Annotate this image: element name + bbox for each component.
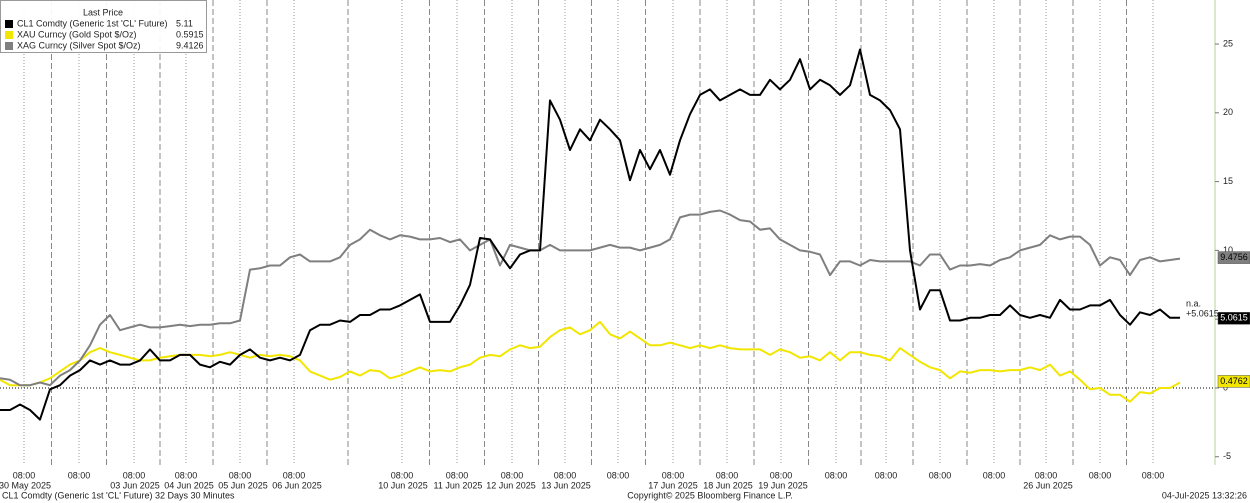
date-tick-label: 06 Jun 2025 <box>272 480 322 490</box>
footer-left: CL1 Comdty (Generic 1st 'CL' Future) 32 … <box>2 490 235 500</box>
series-line <box>0 209 1181 387</box>
date-tick-label: 26 Jun 2025 <box>1023 480 1073 490</box>
value-tag <box>1217 375 1250 388</box>
legend-swatch <box>5 31 13 39</box>
x-tick-label: 08:00 <box>283 470 306 480</box>
legend-title: Last Price <box>83 7 123 17</box>
x-tick-label: 08:00 <box>662 470 685 480</box>
x-tick-label: 08:00 <box>875 470 898 480</box>
y-tick-label: 15 <box>1223 176 1233 186</box>
series-line <box>0 48 1180 421</box>
series-line <box>0 320 1181 403</box>
date-tick-label: 11 Jun 2025 <box>434 480 483 490</box>
x-tick-label: 08:00 <box>1035 470 1058 480</box>
legend-value: 0.5915 <box>176 29 204 39</box>
x-tick-label: 08:00 <box>770 470 793 480</box>
legend-value: 5.11 <box>176 18 193 28</box>
legend-swatch <box>5 42 13 50</box>
date-tick-label: 03 Jun 2025 <box>110 480 160 490</box>
x-tick-label: 08:00 <box>175 470 198 480</box>
x-tick-label: 08:00 <box>607 470 630 480</box>
legend-label: XAU Curncy (Gold Spot $/Oz) <box>17 29 137 39</box>
footer-center: Copyright© 2025 Bloomberg Finance L.P. <box>627 490 793 500</box>
legend: Last Price CL1 Comdty (Generic 1st 'CL' … <box>0 0 207 53</box>
x-tick-label: 08:00 <box>68 470 91 480</box>
value-tag-label: 5.0615 <box>1220 313 1248 323</box>
lines <box>0 48 1181 421</box>
value-tag-label: 0.4762 <box>1220 376 1248 386</box>
y-tick-label: -5 <box>1223 451 1231 461</box>
value-tag-label: 9.4756 <box>1220 252 1248 262</box>
legend-swatch <box>5 20 13 28</box>
date-tick-label: 12 Jun 2025 <box>486 480 536 490</box>
date-tick-label: 04 Jun 2025 <box>164 480 214 490</box>
x-tick-label: 08:00 <box>716 470 739 480</box>
x-tick-label: 08:00 <box>391 470 414 480</box>
x-tick-label: 08:00 <box>229 470 252 480</box>
date-tick-label: 19 Jun 2025 <box>758 480 808 490</box>
y-tick-label: 10 <box>1223 245 1233 255</box>
value-tag <box>1217 312 1250 325</box>
date-tick-label: 30 May 2025 <box>0 480 51 490</box>
footer-right: 04-Jul-2025 13:32:26 <box>1162 490 1247 500</box>
x-tick-label: 08:00 <box>13 470 36 480</box>
x-tick-label: 08:00 <box>929 470 952 480</box>
x-tick-label: 08:00 <box>825 470 848 480</box>
value-tag <box>1217 251 1250 264</box>
annotation: +5.0615 <box>1186 308 1219 318</box>
date-tick-label: 17 Jun 2025 <box>648 480 698 490</box>
y-tick-label: 20 <box>1223 107 1233 117</box>
date-tick-label: 18 Jun 2025 <box>703 480 753 490</box>
x-tick-label: 08:00 <box>1089 470 1112 480</box>
x-tick-label: 08:00 <box>446 470 469 480</box>
legend-box <box>0 0 207 53</box>
legend-label: XAG Curncy (Silver Spot $/Oz) <box>17 40 141 50</box>
x-tick-label: 08:00 <box>1142 470 1165 480</box>
axis: 08:00 08:00 08:00 08:00 08:00 08:00 08:00 08:00… <box>0 0 1250 490</box>
y-tick-label: 25 <box>1223 38 1233 48</box>
legend-label: CL1 Comdty (Generic 1st 'CL' Future) <box>17 18 168 28</box>
grid <box>0 0 1215 465</box>
date-tick-label: 13 Jun 2025 <box>541 480 591 490</box>
x-tick-label: 08:00 <box>554 470 577 480</box>
x-tick-label: 08:00 <box>123 470 146 480</box>
date-tick-label: 10 Jun 2025 <box>378 480 428 490</box>
x-tick-label: 08:00 <box>983 470 1006 480</box>
x-tick-label: 08:00 <box>501 470 524 480</box>
legend-value: 9.4126 <box>176 40 204 50</box>
date-tick-label: 05 Jun 2025 <box>218 480 268 490</box>
annotation: n.a. <box>1186 298 1201 308</box>
